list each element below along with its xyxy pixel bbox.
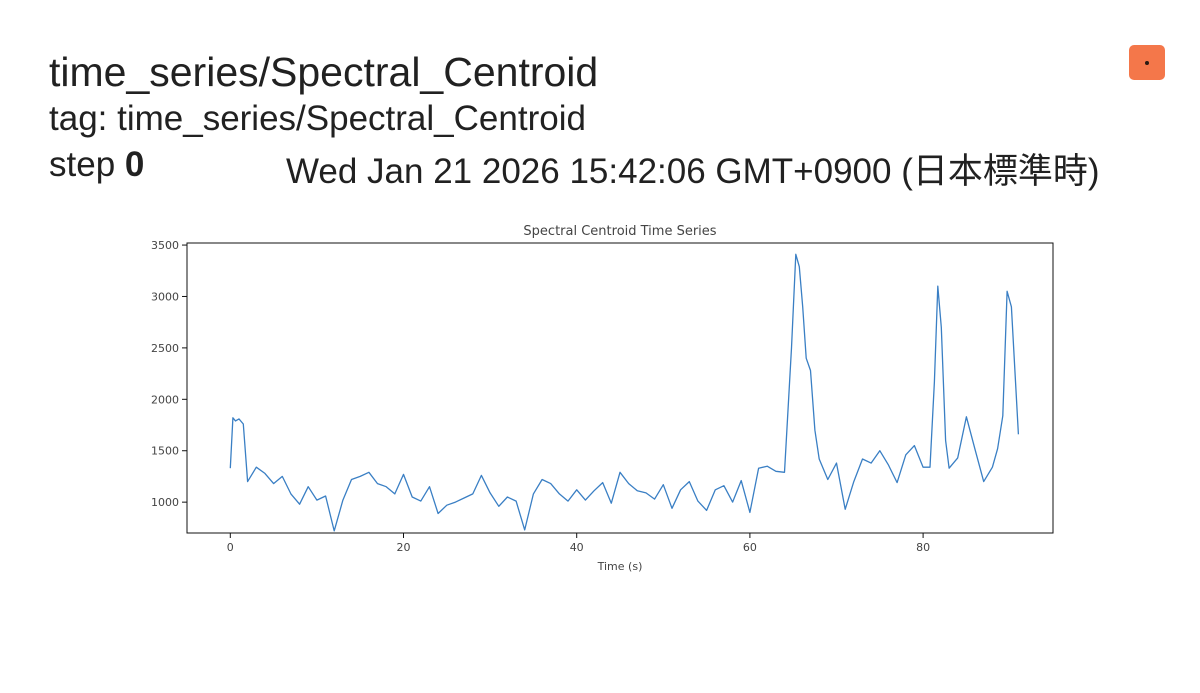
x-tick-label: 20 (397, 541, 411, 554)
x-tick-label: 0 (227, 541, 234, 554)
chart-title: Spectral Centroid Time Series (523, 224, 716, 239)
x-axis-label: Time (s) (597, 560, 643, 573)
series-line (229, 253, 1020, 532)
tag-label: tag: time_series/Spectral_Centroid (49, 99, 586, 138)
plot-frame (186, 242, 1054, 534)
step-text: step (49, 145, 116, 184)
more-options-button[interactable] (1129, 45, 1165, 80)
y-tick-label: 2000 (151, 393, 179, 406)
more-options-icon (1145, 61, 1149, 65)
y-tick-label: 1000 (151, 496, 179, 509)
y-tick-label: 2500 (151, 342, 179, 355)
card-title: time_series/Spectral_Centroid (49, 49, 599, 95)
y-tick-label: 3500 (151, 239, 179, 252)
wall-time: Wed Jan 21 2026 15:42:06 GMT+0900 (日本標準時… (286, 152, 1100, 191)
x-tick-label: 80 (916, 541, 930, 554)
step-label: step 0 (49, 146, 144, 184)
x-tick-label: 60 (743, 541, 757, 554)
x-tick-label: 40 (570, 541, 584, 554)
step-value: 0 (124, 145, 145, 184)
y-tick-label: 1500 (151, 445, 179, 458)
y-tick-label: 3000 (151, 290, 179, 303)
